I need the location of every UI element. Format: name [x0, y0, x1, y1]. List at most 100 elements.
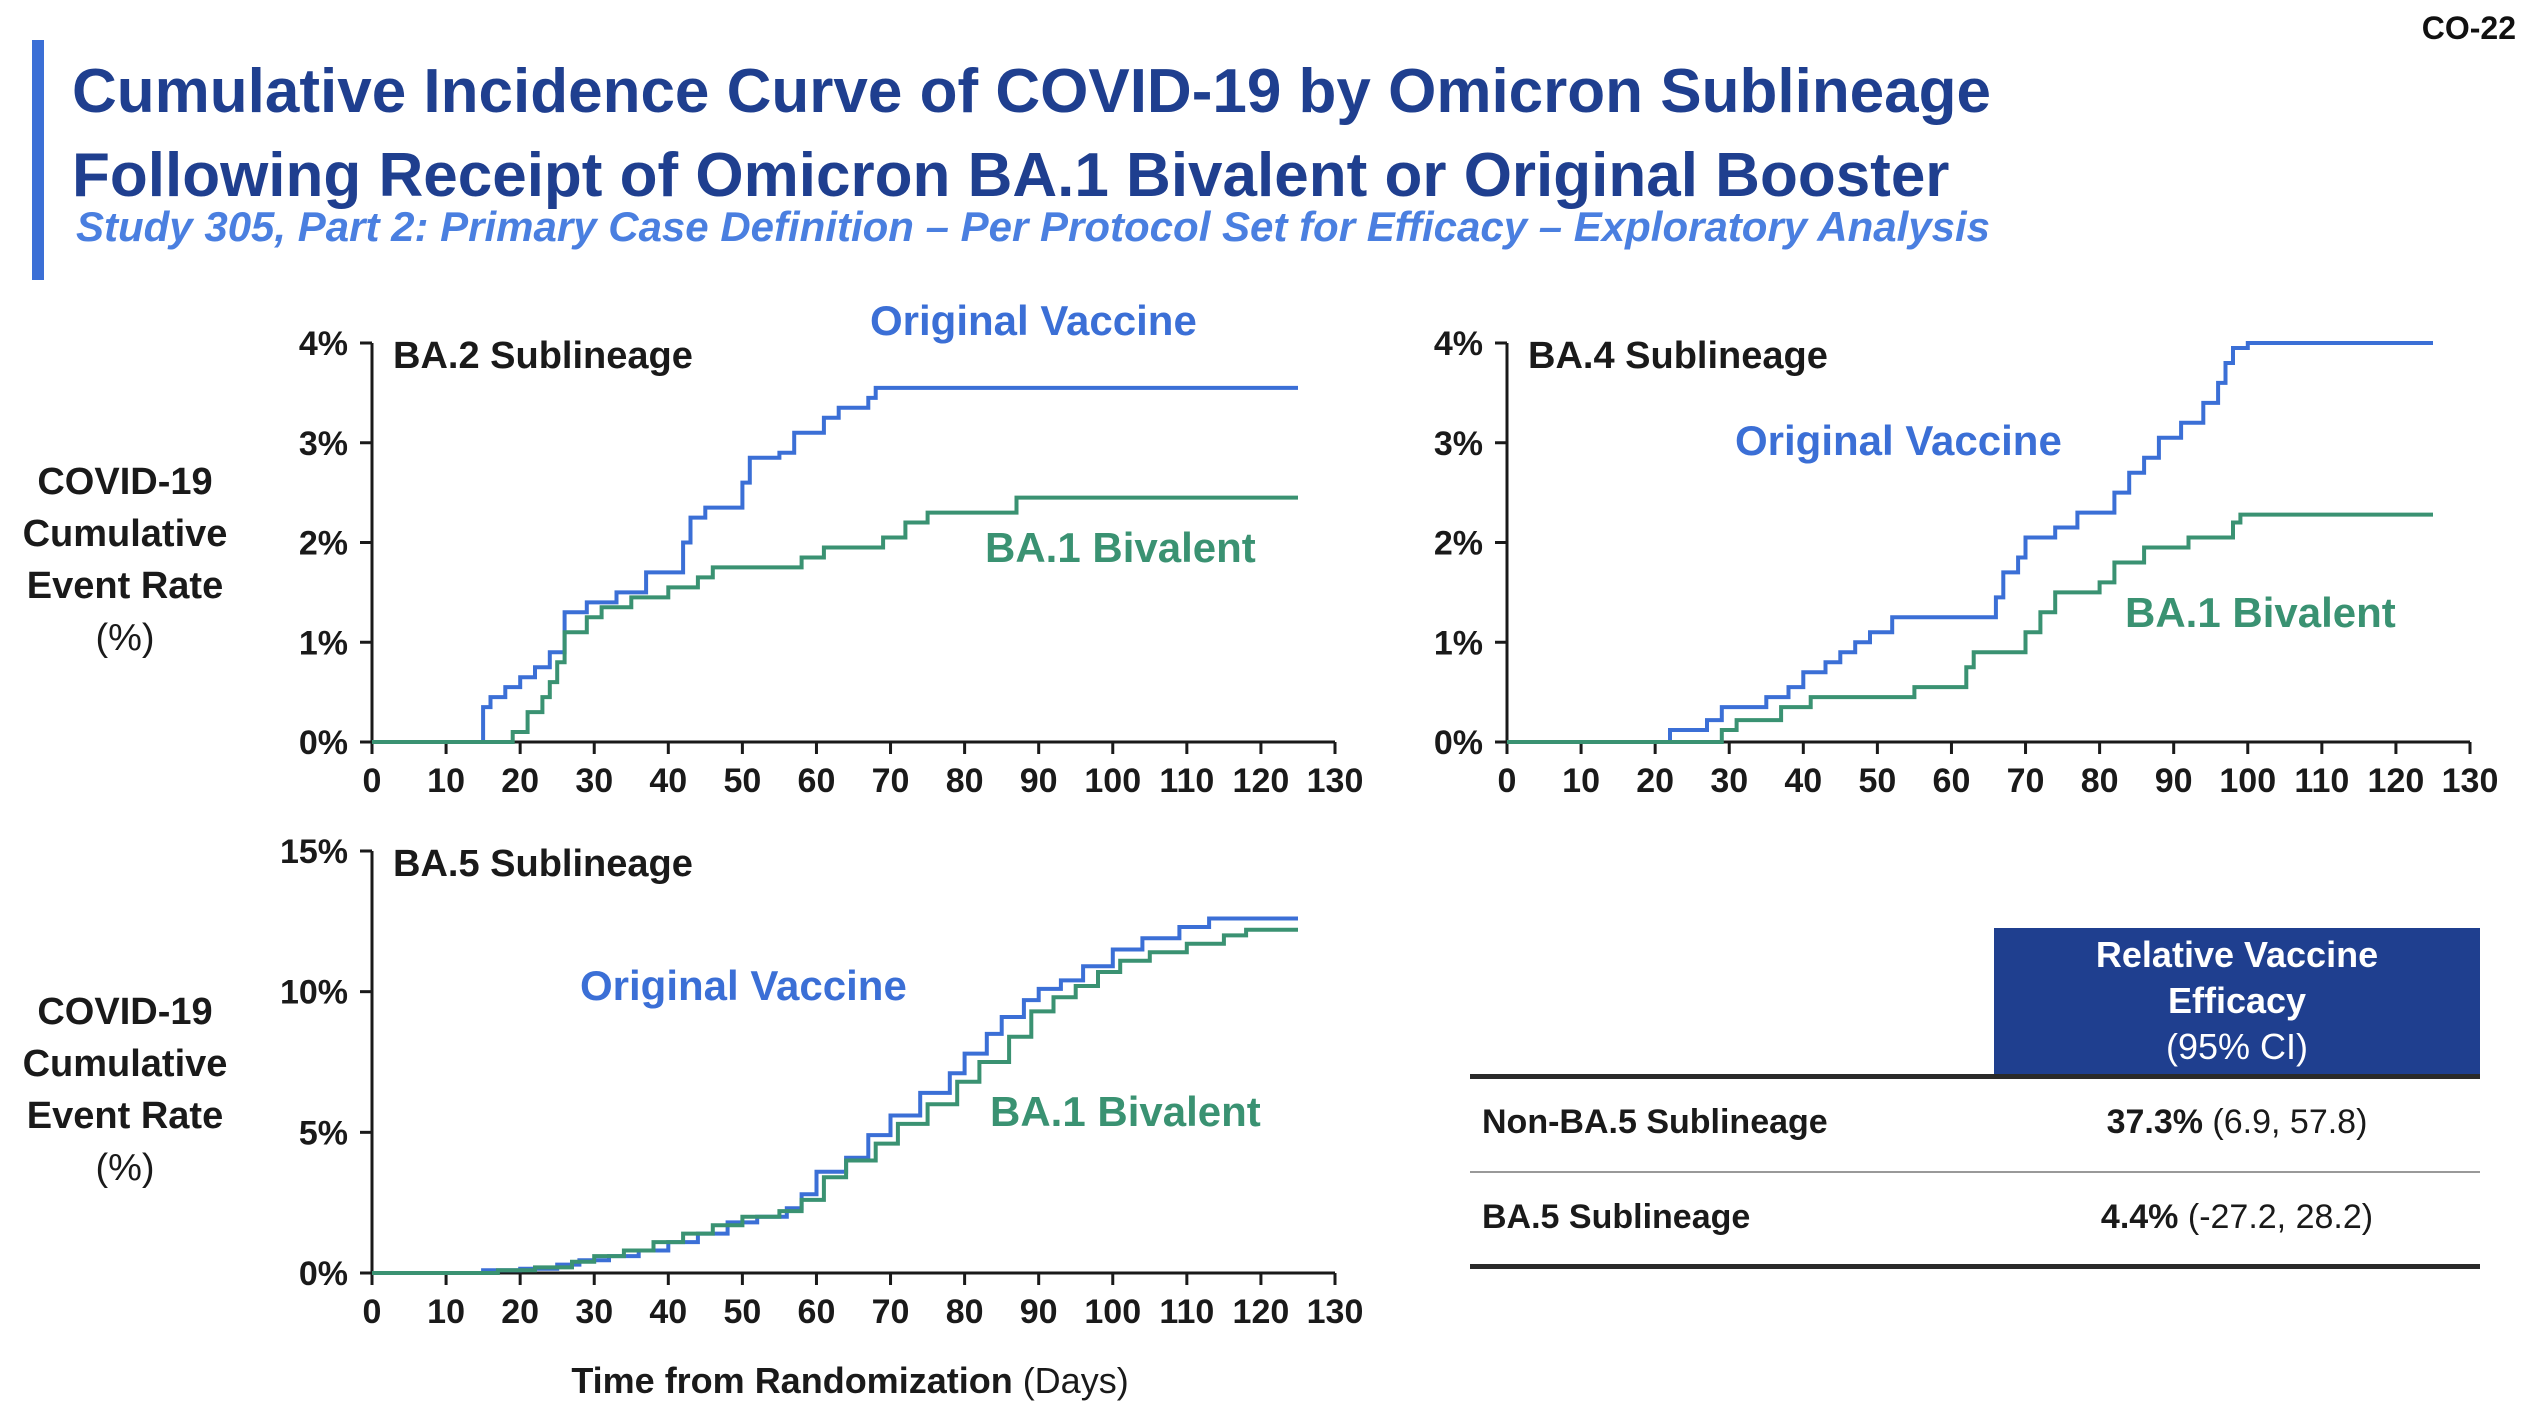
y-label-line-2: Cumulative: [22, 1043, 228, 1085]
chart-title: BA.5 Sublineage: [393, 843, 693, 885]
x-tick-label: 60: [798, 762, 836, 800]
y-tick-label: 1%: [299, 624, 348, 662]
header-line-3: (95% CI): [2165, 1026, 2309, 1067]
x-axis-title-unit: (Days): [1012, 1360, 1129, 1401]
chart-title: BA.4 Sublineage: [1528, 335, 1828, 377]
bivalent-curve: [372, 927, 1298, 1275]
bivalent-label: BA.1 Bivalent: [990, 1088, 1261, 1135]
y-tick-label: 5%: [299, 1114, 348, 1152]
y-tick-label: 10%: [280, 974, 348, 1012]
x-tick-label: 80: [946, 1293, 984, 1331]
x-tick-label: 10: [427, 1293, 465, 1331]
efficacy-ci: (-27.2, 28.2): [2178, 1198, 2374, 1236]
x-tick-label: 40: [649, 762, 687, 800]
y-tick-label: 1%: [1434, 624, 1483, 662]
x-tick-label: 130: [2442, 762, 2499, 800]
x-tick-label: 20: [501, 1293, 539, 1331]
y-axis-label-bottom: COVID-19 Cumulative Event Rate (%): [5, 986, 245, 1194]
slide-number: CO-22: [2421, 10, 2516, 46]
table-row-value: 37.3% (6.9, 57.8): [1994, 1103, 2480, 1142]
y-label-line-2: Cumulative: [22, 513, 228, 555]
x-tick-label: 30: [1710, 762, 1748, 800]
header-line-2: Efficacy: [2167, 980, 2307, 1021]
efficacy-table-header: Relative Vaccine Efficacy (95% CI): [1994, 928, 2480, 1074]
page-title: Cumulative Incidence Curve of COVID-19 b…: [72, 50, 1991, 218]
original-vaccine-label: Original Vaccine: [580, 962, 907, 1009]
x-axis-title-main: Time from Randomization: [571, 1360, 1013, 1401]
table-row-value: 4.4% (-27.2, 28.2): [1994, 1198, 2480, 1237]
x-tick-label: 100: [1084, 1293, 1141, 1331]
x-tick-label: 130: [1307, 1293, 1364, 1331]
x-tick-label: 50: [723, 762, 761, 800]
header-line-1: Relative Vaccine: [2095, 934, 2379, 975]
x-tick-label: 40: [649, 1293, 687, 1331]
x-tick-label: 70: [872, 1293, 910, 1331]
chart-panel-2: 0 10 20 30 40 50 60 70 80 90 100 110 120 130 0% 1% 2% 3% 4…: [1434, 325, 2499, 800]
x-axis-title: Time from Randomization (Days): [370, 1360, 1330, 1402]
page-subtitle: Study 305, Part 2: Primary Case Definiti…: [76, 203, 1991, 250]
x-tick-label: 60: [798, 1293, 836, 1331]
title-line-2: Following Receipt of Omicron BA.1 Bivale…: [72, 141, 1950, 210]
x-tick-label: 120: [1233, 762, 1290, 800]
x-tick-label: 10: [1562, 762, 1600, 800]
y-tick-label: 4%: [299, 325, 348, 363]
y-label-line-1: COVID-19: [37, 991, 213, 1033]
x-tick-label: 70: [872, 762, 910, 800]
x-tick-label: 120: [1233, 1293, 1290, 1331]
x-tick-label: 50: [723, 1293, 761, 1331]
y-tick-label: 4%: [1434, 325, 1483, 363]
x-tick-label: 80: [946, 762, 984, 800]
x-tick-label: 100: [1084, 762, 1141, 800]
x-tick-label: 70: [2007, 762, 2045, 800]
x-tick-label: 40: [1784, 762, 1822, 800]
x-tick-label: 90: [1020, 1293, 1058, 1331]
table-row-label: BA.5 Sublineage: [1482, 1198, 1751, 1236]
x-tick-label: 10: [427, 762, 465, 800]
x-tick-label: 120: [2368, 762, 2425, 800]
y-tick-label: 0%: [299, 1255, 348, 1293]
y-label-line-3: Event Rate: [26, 1095, 224, 1137]
x-tick-label: 130: [1307, 762, 1364, 800]
title-line-1: Cumulative Incidence Curve of COVID-19 b…: [72, 57, 1992, 126]
y-tick-label: 2%: [1434, 525, 1483, 563]
y-tick-label: 0%: [299, 724, 348, 762]
y-label-line-1: COVID-19: [37, 461, 213, 503]
x-tick-label: 0: [363, 1293, 382, 1331]
x-tick-label: 30: [575, 762, 613, 800]
title-accent-bar: [32, 40, 44, 280]
x-tick-label: 50: [1858, 762, 1896, 800]
original-vaccine-label: Original Vaccine: [1735, 417, 2062, 464]
bivalent-label: BA.1 Bivalent: [2125, 589, 2396, 636]
table-bottom-rule: [1470, 1264, 2480, 1269]
y-tick-label: 3%: [1434, 425, 1483, 463]
efficacy-estimate: 37.3%: [2106, 1103, 2203, 1141]
table-row-divider: [1470, 1171, 2480, 1173]
chart-panel-3: 0 10 20 30 40 50 60 70 80 90 100 110 120 130 0% 5% 10% 15…: [280, 833, 1363, 1331]
x-tick-label: 30: [575, 1293, 613, 1331]
x-tick-label: 110: [1159, 1293, 1214, 1331]
original-vaccine-curve: [372, 385, 1298, 744]
y-tick-label: 0%: [1434, 724, 1483, 762]
x-tick-label: 90: [1020, 762, 1058, 800]
table-row-label: Non-BA.5 Sublineage: [1482, 1103, 1828, 1141]
y-axis-label-top: COVID-19 Cumulative Event Rate (%): [5, 456, 245, 664]
x-tick-label: 20: [501, 762, 539, 800]
efficacy-ci: (6.9, 57.8): [2202, 1103, 2368, 1141]
bivalent-label: BA.1 Bivalent: [985, 524, 1256, 571]
y-label-line-3: Event Rate: [26, 565, 224, 607]
chart-panel-1: 0 10 20 30 40 50 60 70 80 90 100 110 120 130 0% 1% 2% 3% 4…: [299, 297, 1364, 800]
x-tick-label: 0: [1498, 762, 1517, 800]
x-tick-label: 0: [363, 762, 382, 800]
bivalent-curve: [372, 495, 1298, 744]
bivalent-curve: [1507, 512, 2433, 744]
x-tick-label: 80: [2081, 762, 2119, 800]
y-tick-label: 15%: [280, 833, 348, 871]
y-label-unit: (%): [95, 1147, 155, 1189]
x-tick-label: 90: [2155, 762, 2193, 800]
original-vaccine-label: Original Vaccine: [870, 297, 1197, 344]
y-tick-label: 2%: [299, 525, 348, 563]
chart-title: BA.2 Sublineage: [393, 335, 693, 377]
x-tick-label: 60: [1933, 762, 1971, 800]
x-tick-label: 100: [2219, 762, 2276, 800]
